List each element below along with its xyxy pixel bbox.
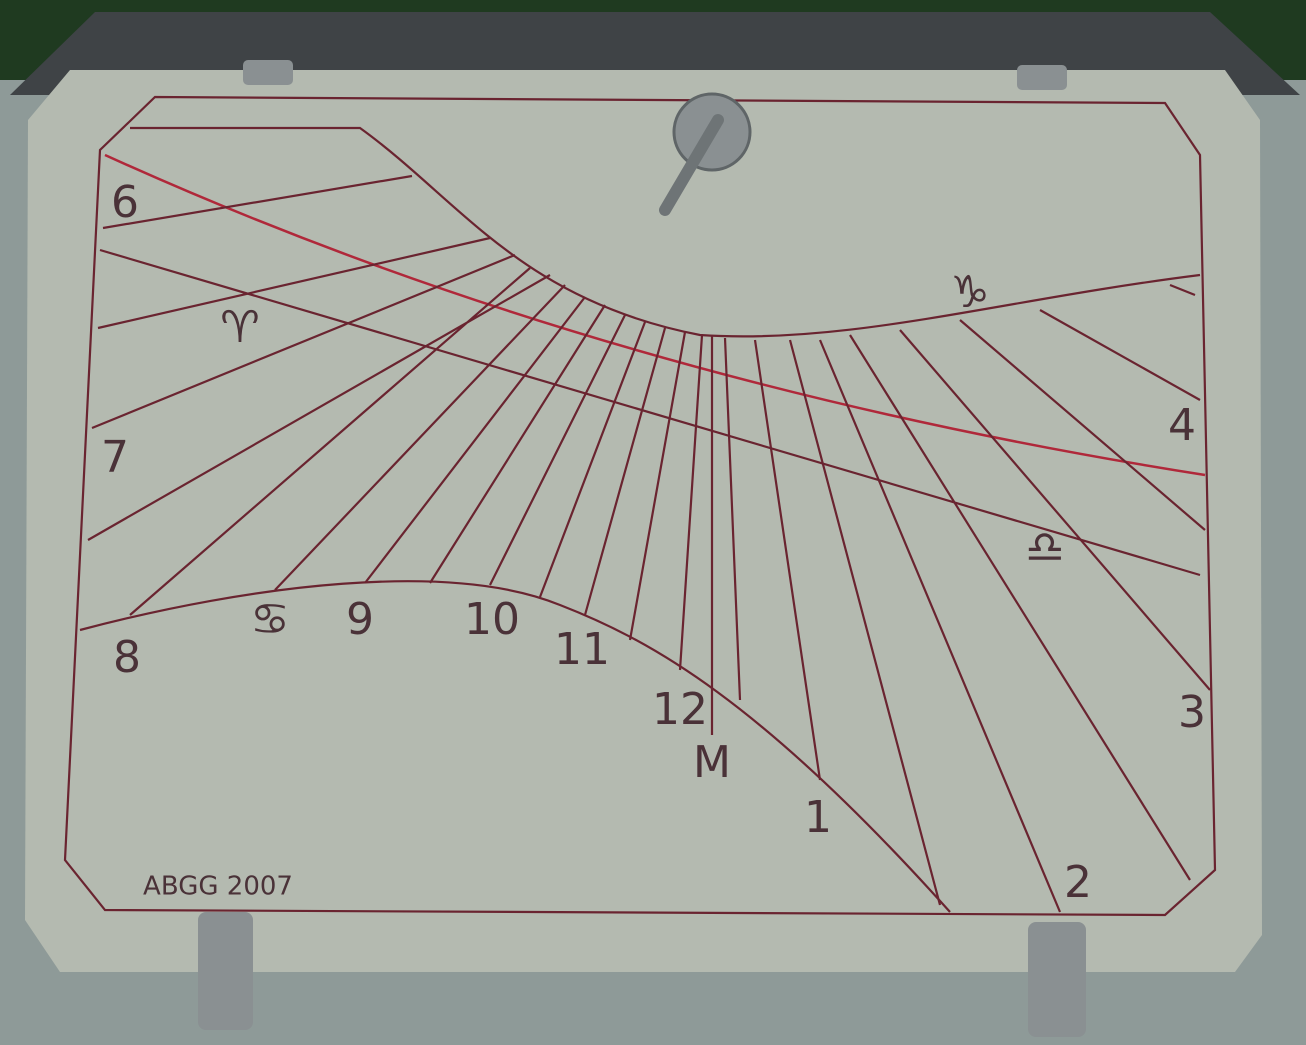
hour-label: 8 [113,632,141,683]
hour-label: 7 [101,432,129,483]
bracket [1017,65,1067,90]
sign-label: ♑ [950,267,989,318]
hour-label: 10 [464,594,520,645]
hour-label: M [693,737,731,788]
sign-label: ♈ [220,302,259,353]
hour-label: 4 [1168,400,1196,451]
hour-label: 11 [554,624,610,675]
hour-label: 1 [804,792,832,843]
sign-label: ♎ [1025,522,1064,573]
sign-label: ♋ [250,594,289,645]
hour-label: 6 [111,177,139,228]
bracket [243,60,293,85]
bracket [198,912,253,1030]
plaque [25,70,1262,972]
hour-label: 3 [1178,687,1206,738]
inscription: ABGG 2007 [143,872,293,902]
hour-label: 2 [1064,857,1092,908]
hour-label: 9 [346,594,374,645]
sundial-photo: 6 7 8 9 10 11 12 M 1 2 3 4 ♈ ♋ ♑ ♎ ABGG … [0,0,1306,1045]
bracket [1028,922,1086,1037]
hour-label: 12 [652,684,708,735]
